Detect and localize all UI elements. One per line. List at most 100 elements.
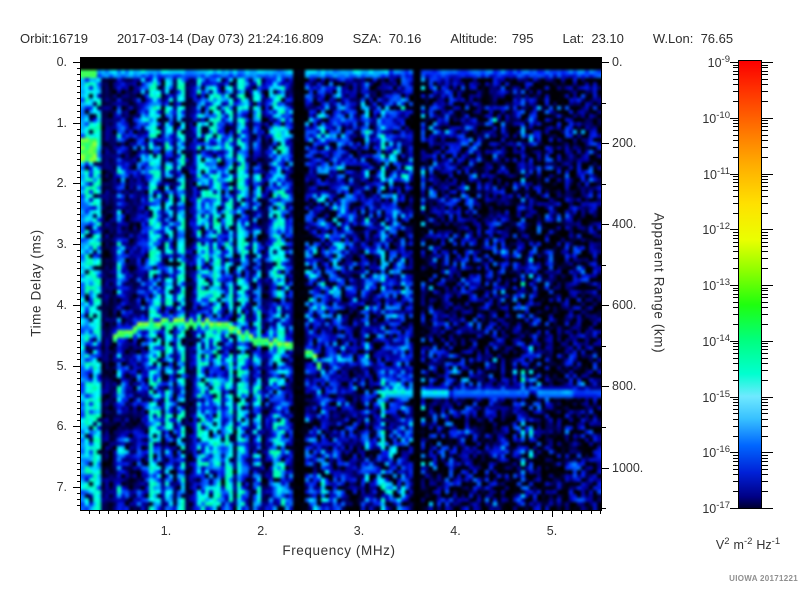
colorbar-tick bbox=[730, 396, 738, 398]
y-minor-tick bbox=[77, 353, 80, 355]
x-tick-label: 3. bbox=[353, 524, 365, 538]
colorbar-minor-tick bbox=[762, 185, 768, 187]
x-minor-tick bbox=[137, 511, 139, 514]
x-minor-tick bbox=[561, 511, 563, 514]
colorbar-minor-tick bbox=[733, 156, 738, 158]
colorbar-minor-tick bbox=[733, 469, 738, 470]
colorbar-minor-tick bbox=[762, 134, 768, 136]
colorbar-minor-tick bbox=[733, 346, 738, 348]
x-tick-label: 4. bbox=[450, 524, 461, 538]
colorbar-tick-label: 10-15 bbox=[702, 388, 730, 405]
colorbar-minor-tick bbox=[762, 314, 768, 316]
colorbar-minor-tick bbox=[762, 369, 768, 371]
colorbar-minor-tick bbox=[762, 178, 768, 180]
y-minor-tick bbox=[77, 225, 80, 227]
y-minor-tick bbox=[77, 195, 80, 197]
colorbar-minor-tick bbox=[733, 301, 738, 303]
colorbar-minor-tick bbox=[733, 287, 738, 289]
y2-tick bbox=[602, 143, 609, 145]
x-minor-tick bbox=[252, 511, 254, 514]
colorbar-tick-label: 10-17 bbox=[702, 500, 730, 517]
x-tick bbox=[262, 511, 264, 517]
colorbar-tick bbox=[762, 229, 773, 231]
colorbar-minor-tick bbox=[733, 70, 738, 72]
colorbar-minor-tick bbox=[733, 362, 738, 364]
colorbar-unit-label: V2 m-2 Hz-1 bbox=[715, 536, 781, 553]
y-minor-tick bbox=[77, 468, 80, 470]
y-tick bbox=[73, 183, 80, 185]
y-tick bbox=[73, 122, 80, 124]
y-minor-tick bbox=[77, 323, 80, 324]
y-minor-tick bbox=[77, 347, 80, 349]
y-minor-tick bbox=[77, 250, 80, 252]
header-datetime: 2017-03-14 (Day 073) 21:24:16.809 bbox=[116, 31, 324, 46]
y2-minor-tick bbox=[602, 345, 606, 347]
colorbar-minor-tick bbox=[762, 405, 768, 407]
colorbar-minor-tick bbox=[733, 246, 738, 247]
colorbar-minor-tick bbox=[762, 481, 768, 483]
colorbar-minor-tick bbox=[733, 212, 738, 214]
y-tick bbox=[73, 304, 80, 306]
colorbar-minor-tick bbox=[733, 258, 738, 260]
y-minor-tick bbox=[77, 298, 80, 300]
y-minor-tick bbox=[77, 201, 80, 203]
y-tick-label: 2. bbox=[56, 176, 67, 191]
colorbar-minor-tick bbox=[762, 258, 768, 260]
x-minor-tick bbox=[175, 511, 177, 514]
colorbar-minor-tick bbox=[733, 297, 738, 299]
y-minor-tick bbox=[77, 80, 80, 82]
colorbar-minor-tick bbox=[733, 435, 738, 437]
y-minor-tick bbox=[77, 68, 80, 70]
y-minor-tick bbox=[77, 505, 80, 507]
y-minor-tick bbox=[77, 98, 80, 100]
colorbar-minor-tick bbox=[762, 126, 768, 128]
colorbar-minor-tick bbox=[762, 146, 768, 148]
colorbar-tick-label: 10-14 bbox=[702, 332, 730, 349]
x-tick-label: 5. bbox=[546, 524, 558, 538]
colorbar-minor-tick bbox=[733, 91, 738, 93]
y2-tick-label: 200. bbox=[612, 136, 637, 151]
colorbar-tick-label: 10-9 bbox=[707, 54, 730, 71]
x-minor-tick bbox=[156, 511, 158, 514]
y-minor-tick bbox=[77, 268, 80, 270]
x-minor-tick bbox=[368, 511, 370, 514]
y-minor-tick bbox=[77, 474, 80, 476]
colorbar-minor-tick bbox=[762, 435, 768, 437]
x-minor-tick bbox=[88, 511, 90, 514]
x-minor-tick bbox=[378, 511, 380, 514]
y-minor-tick bbox=[77, 438, 80, 440]
y-minor-tick bbox=[77, 104, 80, 106]
colorbar-minor-tick bbox=[762, 399, 768, 401]
colorbar-minor-tick bbox=[733, 176, 738, 178]
colorbar-minor-tick bbox=[733, 130, 738, 132]
x-minor-tick bbox=[416, 511, 418, 514]
colorbar-minor-tick bbox=[762, 346, 768, 348]
colorbar-gradient bbox=[738, 60, 762, 509]
x-minor-tick bbox=[185, 511, 187, 514]
colorbar-minor-tick bbox=[762, 491, 768, 493]
colorbar-minor-tick bbox=[762, 176, 768, 178]
x-minor-tick bbox=[523, 511, 524, 514]
y-minor-tick bbox=[77, 219, 80, 221]
colorbar-minor-tick bbox=[762, 469, 768, 470]
colorbar-minor-tick bbox=[762, 474, 768, 476]
y2-minor-tick bbox=[602, 427, 606, 428]
colorbar-minor-tick bbox=[733, 237, 738, 239]
y-minor-tick bbox=[77, 165, 80, 167]
colorbar-tick bbox=[730, 62, 738, 63]
colorbar-minor-tick bbox=[762, 78, 768, 80]
y-minor-tick bbox=[77, 329, 80, 331]
colorbar-minor-tick bbox=[733, 146, 738, 148]
colorbar-minor-tick bbox=[733, 369, 738, 371]
colorbar-minor-tick bbox=[733, 418, 738, 420]
y2-tick bbox=[602, 62, 609, 63]
colorbar-minor-tick bbox=[762, 156, 768, 158]
colorbar-minor-tick bbox=[762, 139, 768, 141]
y-minor-tick bbox=[77, 207, 80, 209]
colorbar-minor-tick bbox=[733, 357, 738, 359]
colorbar-minor-tick bbox=[762, 293, 768, 295]
colorbar-minor-tick bbox=[733, 343, 738, 345]
colorbar-minor-tick bbox=[733, 195, 738, 197]
y-minor-tick bbox=[77, 335, 80, 337]
